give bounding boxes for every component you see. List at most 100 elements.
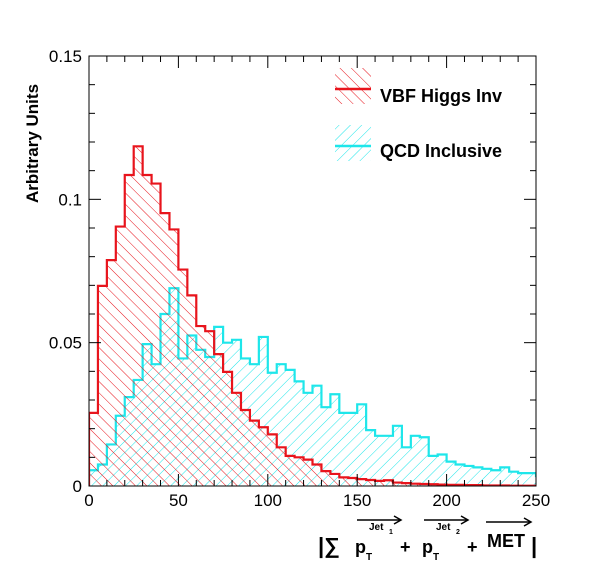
x-title-arrowhead2 bbox=[460, 515, 470, 525]
x-title-pt2-sub: T bbox=[433, 552, 439, 563]
legend-swatch-vbf bbox=[335, 68, 371, 104]
bin-vbf-25 bbox=[313, 465, 322, 487]
bin-qcd-47 bbox=[509, 472, 518, 486]
bin-qcd-56 bbox=[590, 476, 596, 486]
x-tick-label: 250 bbox=[522, 491, 550, 510]
bin-vbf-8 bbox=[161, 213, 170, 486]
bin-vbf-30 bbox=[357, 479, 366, 486]
y-tick-label: 0 bbox=[73, 477, 82, 496]
x-tick-labels: 0 50 100 150 200 250 bbox=[84, 491, 550, 510]
x-title-met: MET bbox=[487, 531, 525, 551]
bin-vbf-32 bbox=[375, 481, 384, 486]
bin-qcd-29 bbox=[348, 413, 357, 486]
bin-vbf-19 bbox=[259, 427, 268, 486]
bin-vbf-11 bbox=[187, 295, 196, 486]
bin-qcd-50 bbox=[536, 476, 545, 486]
bin-qcd-55 bbox=[581, 477, 590, 486]
bin-qcd-51 bbox=[545, 476, 554, 486]
bin-qcd-32 bbox=[375, 436, 384, 486]
legend-label-vbf: VBF Higgs Inv bbox=[380, 86, 502, 106]
bin-vbf-26 bbox=[321, 471, 330, 486]
x-tick-label: 100 bbox=[254, 491, 282, 510]
legend-item-qcd: QCD Inclusive bbox=[335, 125, 502, 161]
bin-qcd-30 bbox=[357, 404, 366, 486]
bin-vbf-23 bbox=[295, 457, 304, 486]
bin-vbf-6 bbox=[143, 175, 152, 486]
bin-vbf-22 bbox=[286, 456, 295, 486]
bin-vbf-29 bbox=[348, 478, 357, 486]
x-tick-label: 150 bbox=[343, 491, 371, 510]
bin-qcd-27 bbox=[330, 394, 339, 486]
y-tick-label: 0.1 bbox=[58, 190, 82, 209]
bin-vbf-0 bbox=[89, 413, 98, 486]
x-tick-label: 0 bbox=[84, 491, 93, 510]
plot-frame bbox=[88, 55, 537, 487]
bin-vbf-33 bbox=[384, 480, 393, 486]
x-title-pt1: p bbox=[355, 537, 366, 557]
bin-vbf-10 bbox=[178, 270, 187, 486]
bin-qcd-34 bbox=[393, 426, 402, 486]
bin-qcd-38 bbox=[429, 456, 438, 486]
bin-qcd-31 bbox=[366, 430, 375, 486]
bin-qcd-28 bbox=[339, 413, 348, 486]
y-tick-labels: 0 0.05 0.1 0.15 bbox=[49, 47, 82, 496]
x-tick-label: 50 bbox=[169, 491, 188, 510]
bin-vbf-9 bbox=[169, 229, 178, 486]
bin-vbf-12 bbox=[196, 326, 205, 486]
y-axis-title: Arbitrary Units bbox=[23, 84, 42, 203]
x-title-jet2: Jet bbox=[436, 522, 451, 533]
bin-qcd-46 bbox=[500, 467, 509, 486]
legend-swatch-qcd bbox=[335, 125, 371, 161]
x-title-jet1: Jet bbox=[369, 522, 384, 533]
bin-qcd-44 bbox=[482, 469, 491, 486]
x-title-arrowhead3 bbox=[523, 517, 533, 527]
bin-vbf-4 bbox=[125, 175, 134, 486]
x-title-plus2: + bbox=[467, 537, 478, 557]
plot-area bbox=[89, 145, 596, 487]
bin-qcd-49 bbox=[527, 473, 536, 486]
bin-vbf-27 bbox=[330, 474, 339, 486]
x-title-sum: |∑ bbox=[318, 533, 340, 558]
x-title-pt1-sub: T bbox=[366, 552, 372, 563]
bin-vbf-21 bbox=[277, 447, 286, 486]
x-title-jet2-idx: 2 bbox=[456, 529, 460, 536]
bin-qcd-41 bbox=[456, 465, 465, 487]
bin-vbf-13 bbox=[205, 331, 214, 486]
axis-ticks bbox=[88, 55, 537, 487]
bin-vbf-16 bbox=[232, 393, 241, 486]
bin-vbf-5 bbox=[134, 146, 143, 486]
bin-vbf-20 bbox=[268, 434, 277, 486]
bin-vbf-17 bbox=[241, 410, 250, 486]
bin-vbf-7 bbox=[152, 184, 161, 486]
bin-vbf-24 bbox=[304, 460, 313, 486]
legend: VBF Higgs Inv QCD Inclusive bbox=[335, 68, 502, 161]
x-title-arrowhead1 bbox=[393, 515, 403, 525]
bin-qcd-52 bbox=[554, 470, 563, 486]
bin-vbf-18 bbox=[250, 421, 259, 486]
bin-vbf-2 bbox=[107, 260, 116, 486]
x-title-jet1-idx: 1 bbox=[389, 529, 393, 536]
bin-qcd-48 bbox=[518, 473, 527, 486]
series-vbf bbox=[89, 145, 536, 487]
bin-qcd-43 bbox=[473, 467, 482, 486]
x-title-pt2: p bbox=[422, 537, 433, 557]
y-tick-label: 0.15 bbox=[49, 47, 82, 66]
bin-qcd-53 bbox=[563, 475, 572, 486]
bin-vbf-28 bbox=[339, 477, 348, 486]
x-axis-title: |∑ p T Jet 1 + p T Jet 2 + MET | bbox=[318, 515, 537, 563]
x-tick-label: 200 bbox=[432, 491, 460, 510]
bin-vbf-15 bbox=[223, 372, 232, 486]
legend-label-qcd: QCD Inclusive bbox=[380, 141, 502, 161]
bin-qcd-36 bbox=[411, 436, 420, 486]
bin-vbf-31 bbox=[366, 480, 375, 486]
series-outline-vbf bbox=[89, 145, 536, 486]
bin-qcd-39 bbox=[438, 454, 447, 486]
bin-qcd-37 bbox=[420, 437, 429, 486]
bin-qcd-33 bbox=[384, 436, 393, 486]
bin-qcd-40 bbox=[447, 462, 456, 486]
bin-vbf-3 bbox=[116, 227, 125, 486]
x-title-plus1: + bbox=[400, 537, 411, 557]
bin-vbf-34 bbox=[393, 483, 402, 486]
series-fill-vbf bbox=[89, 146, 536, 486]
